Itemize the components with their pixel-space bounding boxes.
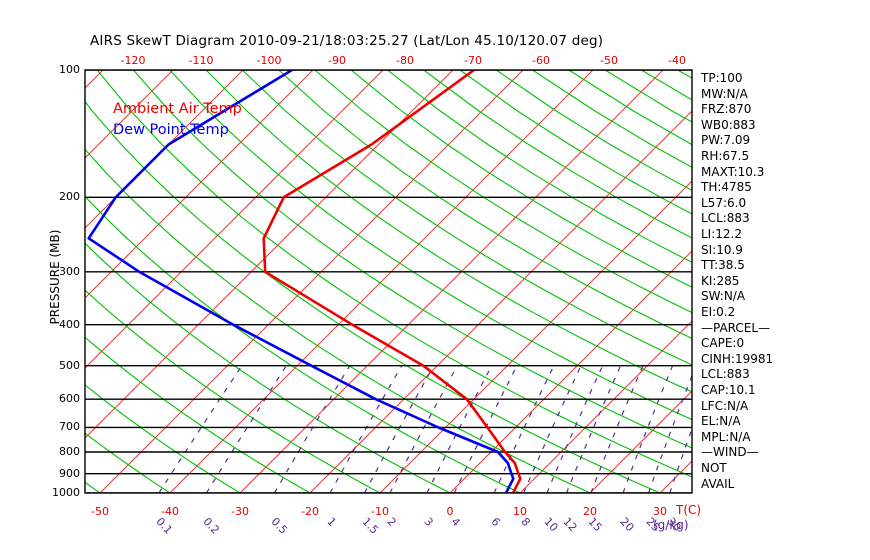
sidebar-param-19: LCL:883 bbox=[701, 367, 750, 382]
sidebar-param-10: LI:12.2 bbox=[701, 227, 742, 241]
sidebar-param-22: EL:N/A bbox=[701, 414, 741, 429]
pressure-tick-100: 100 bbox=[59, 63, 80, 76]
legend-dew-point-temp: Dew Point Temp bbox=[113, 122, 229, 138]
pressure-tick-1000: 1000 bbox=[52, 486, 80, 499]
sidebar-param-24: —WIND— bbox=[701, 445, 759, 460]
pressure-tick-400: 400 bbox=[59, 317, 80, 331]
sidebar-param-2: FRZ:870 bbox=[701, 102, 752, 117]
bottom-temp-tick--20: -20 bbox=[301, 505, 319, 518]
top-temp-tick--40: -40 bbox=[668, 54, 686, 67]
sidebar-param-23: MPL:N/A bbox=[701, 429, 751, 444]
sidebar-param-12: TT:38.5 bbox=[701, 258, 745, 273]
sidebar-param-6: MAXT:10.3 bbox=[701, 164, 765, 179]
top-temp-tick--120: -120 bbox=[120, 54, 146, 67]
bottom-temp-tick-0: 0 bbox=[446, 505, 454, 518]
sidebar-param-9: LCL:883 bbox=[701, 211, 750, 226]
bottom-temp-tick-20: 20 bbox=[583, 505, 597, 518]
temperature-profile-line bbox=[262, 70, 522, 493]
sidebar-param-18: CINH:19981 bbox=[701, 351, 774, 366]
sidebar-param-7: TH:4785 bbox=[701, 180, 752, 195]
bottom-temp-tick--30: -30 bbox=[231, 505, 249, 518]
sidebar-param-0: TP:100 bbox=[701, 71, 743, 85]
sidebar-param-4: PW:7.09 bbox=[701, 133, 751, 148]
sidebar-param-25: NOT bbox=[701, 461, 727, 475]
legend-ambient-air-temp: Ambient Air Temp bbox=[113, 101, 242, 117]
page-title: AIRS SkewT Diagram 2010-09-21/18:03:25.2… bbox=[90, 33, 604, 49]
sidebar-param-14: SW:N/A bbox=[701, 289, 746, 304]
dewpoint-profile-line bbox=[87, 70, 515, 493]
sidebar-param-15: EI:0.2 bbox=[701, 305, 736, 319]
x-axis-label-temperature: T(C) bbox=[676, 503, 702, 517]
sidebar-param-17: CAPE:0 bbox=[701, 336, 745, 351]
top-temp-tick--60: -60 bbox=[532, 54, 550, 67]
sidebar-param-8: L57:6.0 bbox=[701, 195, 747, 210]
bottom-temp-tick-30: 30 bbox=[653, 505, 667, 518]
top-temp-tick--110: -110 bbox=[188, 54, 214, 67]
sidebar-param-20: CAP:10.1 bbox=[701, 383, 756, 397]
pressure-tick-200: 200 bbox=[59, 190, 80, 204]
top-temp-tick--90: -90 bbox=[328, 54, 346, 67]
sidebar-param-21: LFC:N/A bbox=[701, 398, 749, 413]
sidebar-param-16: —PARCEL— bbox=[701, 320, 771, 335]
sidebar-param-5: RH:67.5 bbox=[701, 149, 750, 163]
sidebar-param-3: WB0:883 bbox=[701, 117, 756, 132]
bottom-temp-tick--10: -10 bbox=[371, 505, 389, 518]
bottom-temp-tick--40: -40 bbox=[161, 505, 179, 518]
top-temp-tick--50: -50 bbox=[600, 54, 618, 67]
top-temp-tick--70: -70 bbox=[464, 54, 482, 67]
pressure-tick-700: 700 bbox=[59, 420, 80, 434]
top-temp-tick--100: -100 bbox=[256, 54, 282, 67]
pressure-tick-500: 500 bbox=[59, 358, 80, 372]
pressure-tick-600: 600 bbox=[59, 392, 80, 406]
pressure-tick-900: 900 bbox=[59, 466, 80, 480]
pressure-tick-300: 300 bbox=[59, 264, 80, 278]
bottom-temp-tick--50: -50 bbox=[91, 505, 109, 518]
sidebar-param-11: SI:10.9 bbox=[701, 242, 743, 257]
top-temp-tick--80: -80 bbox=[396, 54, 414, 67]
x-axis-label-mixing-ratio: (g/kg) bbox=[653, 518, 689, 532]
pressure-tick-800: 800 bbox=[59, 445, 80, 458]
sidebar-param-13: KI:285 bbox=[701, 273, 740, 288]
sidebar-param-1: MW:N/A bbox=[701, 86, 748, 101]
bottom-temp-tick-10: 10 bbox=[513, 505, 527, 518]
sidebar-param-26: AVAIL bbox=[701, 476, 735, 491]
